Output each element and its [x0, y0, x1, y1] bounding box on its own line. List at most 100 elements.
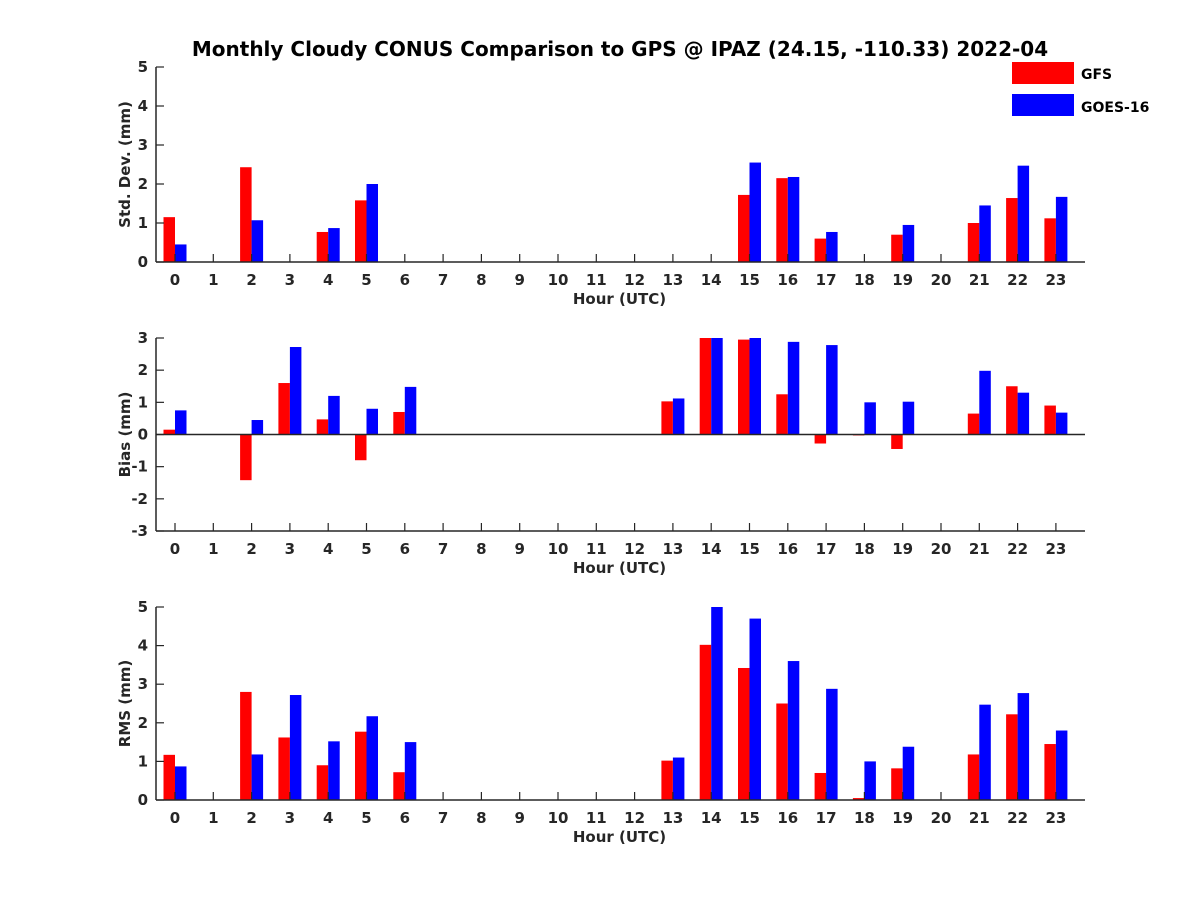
bar-stddev-gfs-h19	[891, 234, 903, 262]
bar-rms-goes16-h15	[749, 618, 761, 800]
x-axis-label-bias: Hour (UTC)	[573, 559, 666, 577]
y-tick-label-rms-3: 3	[138, 675, 148, 693]
bar-rms-gfs-h14	[699, 644, 712, 800]
bar-bias-gfs-h14	[699, 338, 712, 435]
x-tick-label-bias-12: 12	[624, 540, 645, 558]
x-tick-label-rms-22: 22	[1007, 809, 1028, 827]
x-tick-label-bias-23: 23	[1045, 540, 1066, 558]
x-axis-label-stddev: Hour (UTC)	[573, 290, 666, 308]
x-tick-label-rms-3: 3	[285, 809, 295, 827]
x-tick-label-bias-15: 15	[739, 540, 760, 558]
bar-bias-goes16-h17	[826, 345, 838, 435]
bar-stddev-gfs-h4	[316, 231, 329, 262]
x-tick-label-rms-23: 23	[1045, 809, 1066, 827]
bar-stddev-gfs-h0	[163, 217, 175, 262]
x-tick-label-stddev-12: 12	[624, 271, 645, 289]
bar-rms-goes16-h22	[1017, 693, 1030, 800]
x-tick-label-rms-14: 14	[701, 809, 722, 827]
x-tick-label-bias-0: 0	[170, 540, 180, 558]
bar-stddev-gfs-h16	[776, 178, 788, 262]
bar-rms-goes16-h3	[289, 695, 302, 800]
bar-stddev-goes16-h0	[175, 244, 187, 262]
bar-bias-goes16-h21	[979, 370, 991, 435]
x-tick-label-rms-5: 5	[361, 809, 371, 827]
x-tick-label-bias-6: 6	[400, 540, 410, 558]
bar-bias-goes16-h2	[251, 420, 264, 435]
x-tick-label-rms-6: 6	[400, 809, 410, 827]
x-tick-label-stddev-17: 17	[816, 271, 837, 289]
x-tick-label-rms-8: 8	[476, 809, 486, 827]
y-tick-label-bias--1: -1	[131, 458, 148, 476]
bar-bias-gfs-h3	[278, 383, 290, 435]
x-tick-label-rms-7: 7	[438, 809, 448, 827]
bar-stddev-gfs-h23	[1044, 218, 1056, 262]
x-tick-label-rms-17: 17	[816, 809, 837, 827]
x-tick-label-stddev-11: 11	[586, 271, 607, 289]
bar-stddev-goes16-h15	[749, 162, 761, 262]
bar-rms-goes16-h0	[175, 766, 187, 800]
y-tick-label-stddev-2: 2	[138, 175, 148, 193]
x-tick-label-bias-1: 1	[208, 540, 218, 558]
bar-rms-goes16-h19	[902, 746, 915, 800]
y-tick-label-bias-2: 2	[138, 361, 148, 379]
x-tick-label-stddev-7: 7	[438, 271, 448, 289]
bar-bias-gfs-h22	[1006, 386, 1018, 435]
bar-rms-gfs-h4	[316, 765, 329, 800]
x-tick-label-stddev-14: 14	[701, 271, 722, 289]
bar-stddev-gfs-h21	[967, 223, 980, 262]
x-tick-label-bias-2: 2	[246, 540, 256, 558]
y-tick-label-rms-4: 4	[138, 637, 148, 655]
bar-stddev-goes16-h2	[251, 220, 264, 262]
chart-title: Monthly Cloudy CONUS Comparison to GPS @…	[192, 37, 1048, 61]
x-tick-label-stddev-10: 10	[548, 271, 569, 289]
x-tick-label-bias-22: 22	[1007, 540, 1028, 558]
bar-stddev-goes16-h23	[1055, 196, 1068, 262]
bar-rms-goes16-h4	[328, 741, 340, 800]
bar-bias-goes16-h18	[864, 402, 876, 435]
x-tick-label-bias-13: 13	[662, 540, 683, 558]
y-tick-label-stddev-4: 4	[138, 97, 148, 115]
bar-rms-gfs-h5	[355, 731, 367, 800]
x-tick-label-stddev-16: 16	[777, 271, 798, 289]
x-tick-label-rms-9: 9	[514, 809, 524, 827]
x-tick-label-bias-7: 7	[438, 540, 448, 558]
bar-rms-gfs-h22	[1006, 714, 1018, 800]
bar-stddev-gfs-h5	[355, 200, 367, 262]
bar-stddev-goes16-h19	[902, 224, 915, 262]
x-tick-label-stddev-0: 0	[170, 271, 180, 289]
bar-rms-gfs-h3	[278, 737, 290, 800]
bar-stddev-goes16-h21	[979, 205, 991, 262]
x-tick-label-bias-17: 17	[816, 540, 837, 558]
x-tick-label-bias-14: 14	[701, 540, 722, 558]
x-tick-label-stddev-23: 23	[1045, 271, 1066, 289]
x-tick-label-rms-18: 18	[854, 809, 875, 827]
y-tick-label-rms-0: 0	[138, 791, 148, 809]
bar-rms-gfs-h23	[1044, 744, 1056, 800]
y-tick-label-stddev-1: 1	[138, 214, 148, 232]
x-tick-label-stddev-20: 20	[931, 271, 952, 289]
x-tick-label-stddev-2: 2	[246, 271, 256, 289]
bar-bias-gfs-h6	[393, 411, 405, 435]
bar-rms-gfs-h0	[163, 754, 175, 800]
y-tick-label-stddev-3: 3	[138, 136, 148, 154]
bar-rms-goes16-h6	[404, 742, 417, 800]
bar-bias-goes16-h16	[787, 341, 800, 435]
bar-bias-goes16-h15	[749, 338, 761, 435]
y-tick-label-bias--2: -2	[131, 490, 148, 508]
bar-rms-gfs-h19	[891, 768, 903, 800]
x-tick-label-rms-11: 11	[586, 809, 607, 827]
x-tick-label-bias-19: 19	[892, 540, 913, 558]
legend-label-goes16: GOES-16	[1081, 100, 1149, 116]
bar-bias-goes16-h0	[175, 410, 187, 435]
x-tick-label-rms-10: 10	[548, 809, 569, 827]
x-tick-label-rms-20: 20	[931, 809, 952, 827]
bar-rms-gfs-h21	[967, 754, 980, 800]
bar-rms-gfs-h15	[738, 667, 750, 800]
bar-stddev-goes16-h4	[328, 228, 340, 262]
x-tick-label-stddev-18: 18	[854, 271, 875, 289]
